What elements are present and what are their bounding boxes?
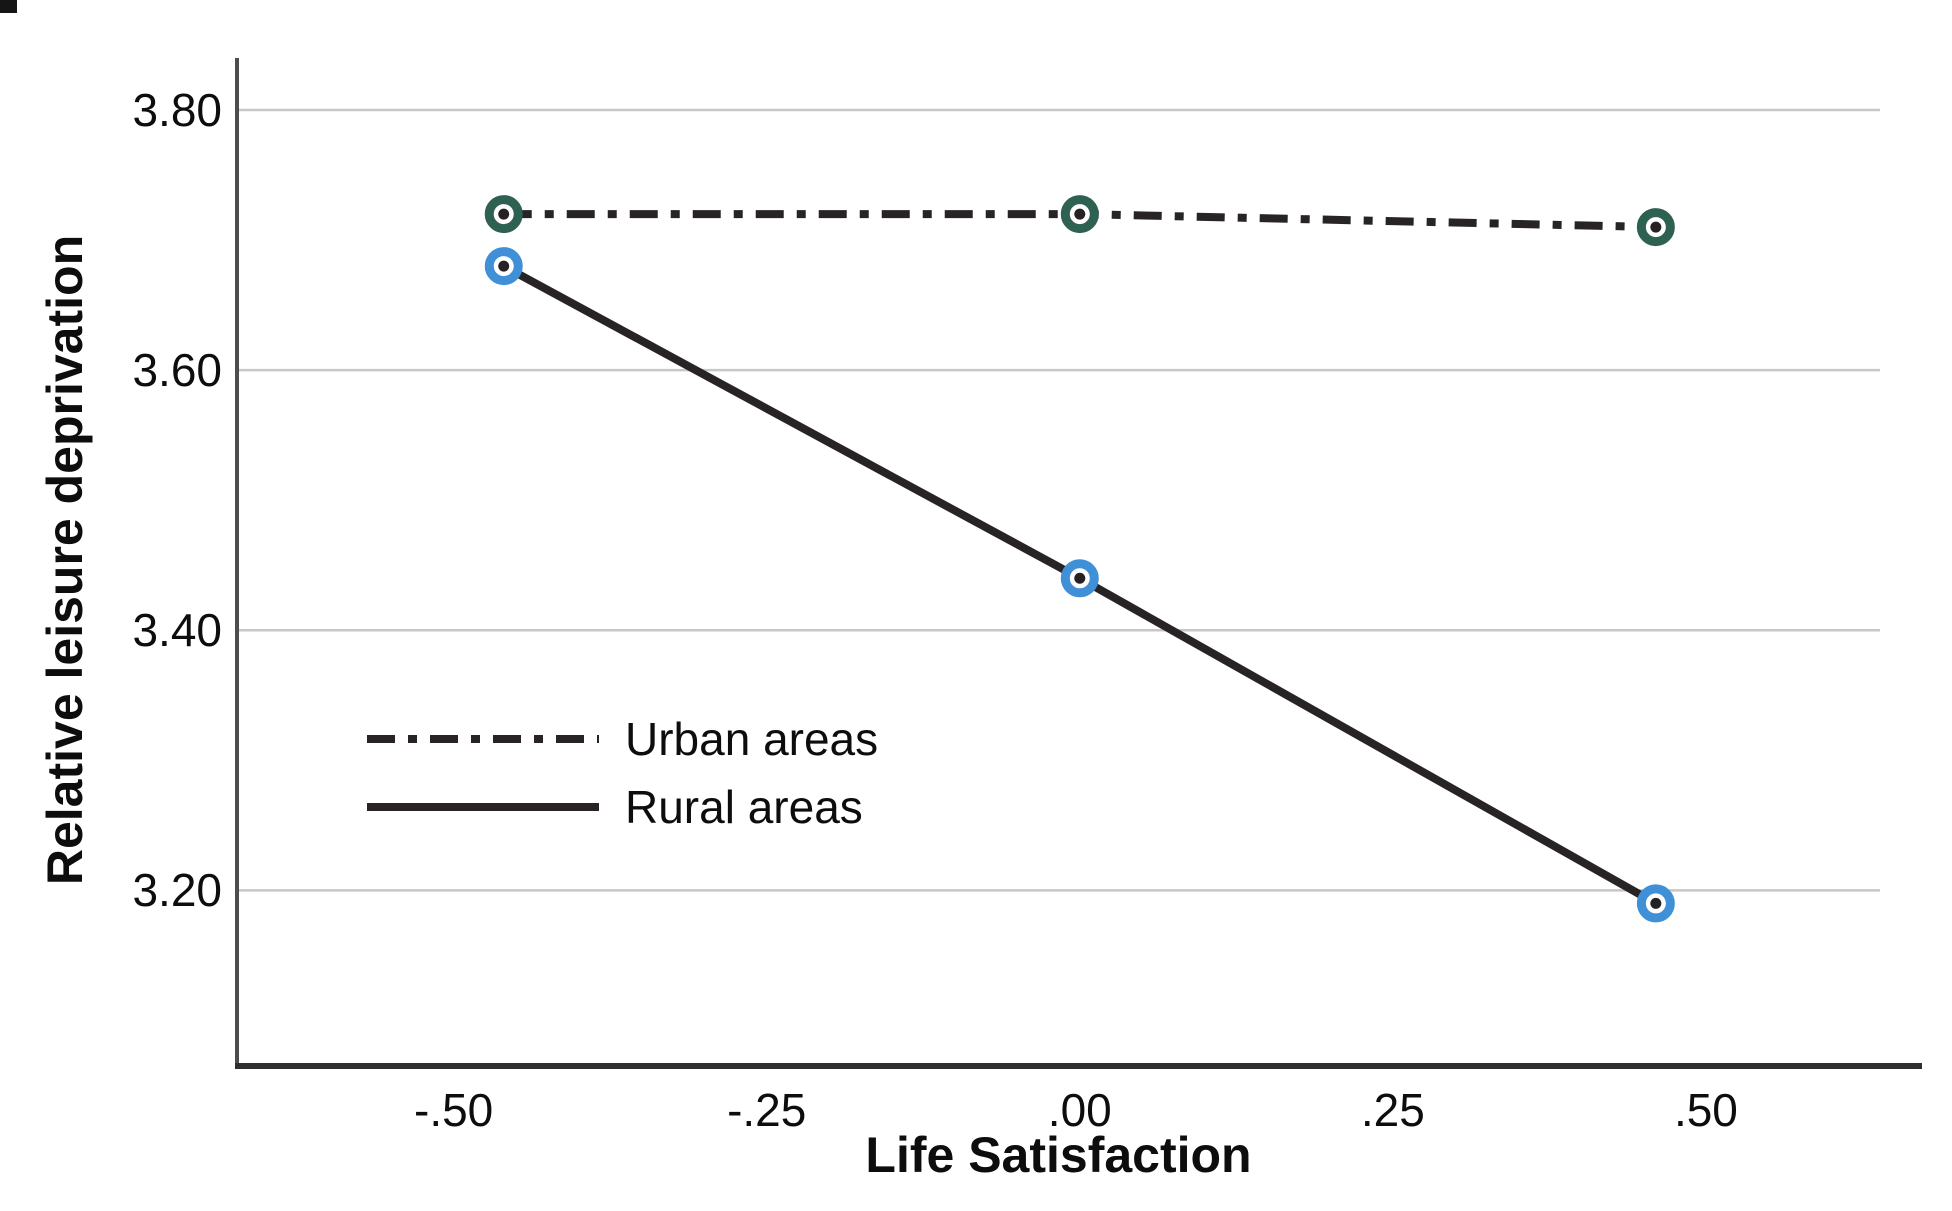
legend: Urban areas Rural areas [367,705,878,841]
legend-label-rural: Rural areas [625,781,863,833]
x-axis-title: Life Satisfaction [865,1127,1252,1183]
y-tick-label-3.40: 3.40 [132,604,222,657]
y-axis-title: Relative leisure deprivation [37,234,93,886]
x-tick-label-.25: .25 [1360,1084,1425,1136]
legend-label-urban: Urban areas [625,713,879,765]
y-tick-label-3.20: 3.20 [132,864,222,917]
marker-dot [1074,208,1086,220]
rural-solid-line-sample [367,803,599,811]
urban-dash-dot-line-sample [367,735,599,743]
y-tick-label-3.60: 3.60 [132,344,222,397]
legend-item-urban: Urban areas [367,705,878,773]
marker-dot [1650,897,1662,909]
marker-dot [498,260,510,272]
x-tick-label--.50: -.50 [414,1084,494,1136]
x-tick-label-.50: .50 [1673,1084,1738,1136]
corner-mark [0,0,17,13]
x-tick-label--.25: -.25 [727,1084,807,1136]
marker-dot [498,208,510,220]
legend-item-rural: Rural areas [367,773,878,841]
marker-dot [1650,221,1662,233]
x-tick-label-.00: .00 [1047,1084,1112,1136]
y-tick-label-3.80: 3.80 [132,84,222,137]
marker-dot [1074,572,1086,584]
